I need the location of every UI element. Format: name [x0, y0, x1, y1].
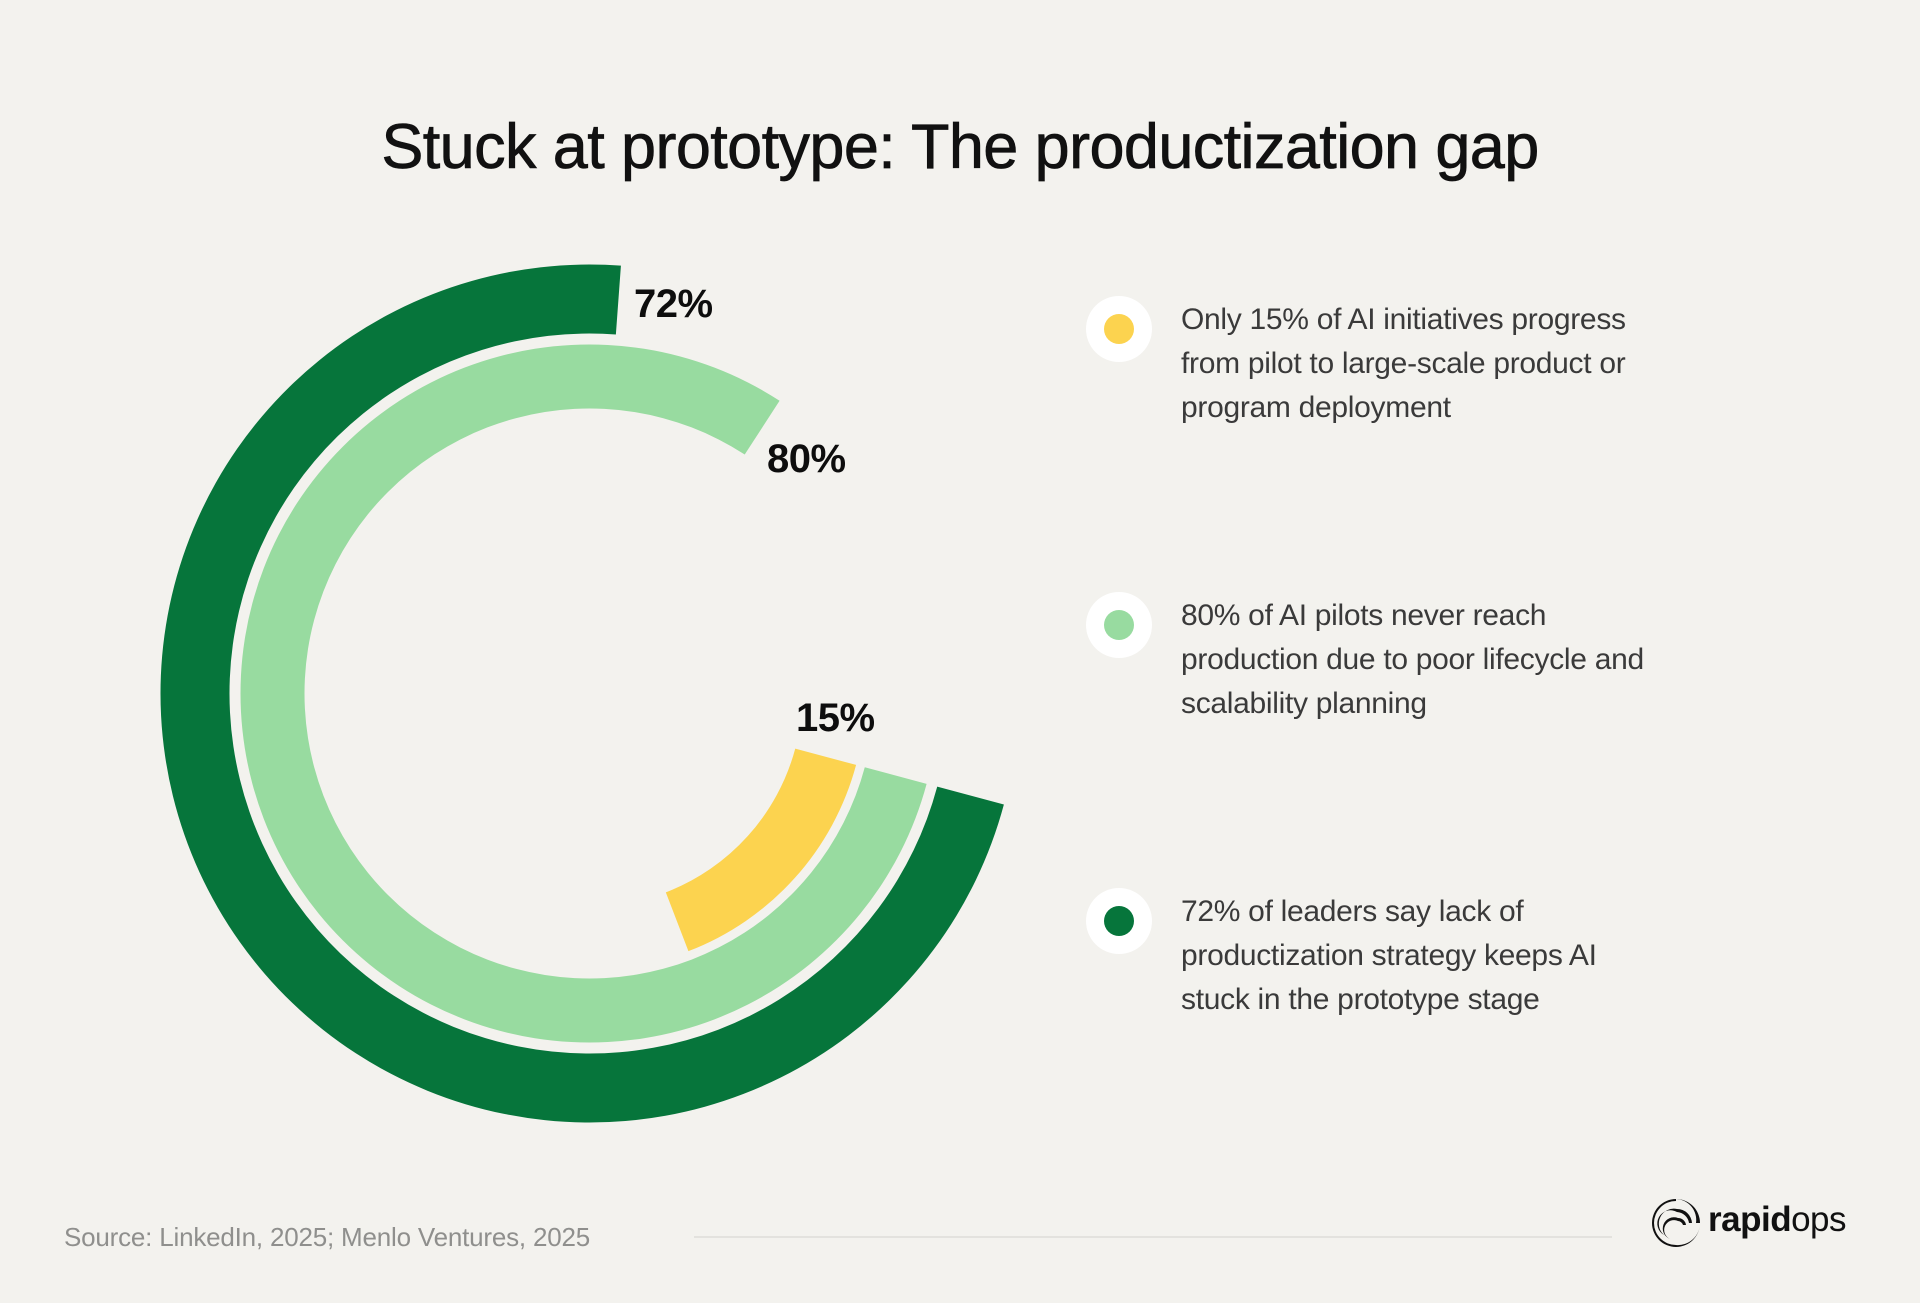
rapidops-wordmark: rapidops — [1708, 1200, 1847, 1240]
chart-title: Stuck at prototype: The productization g… — [381, 112, 1540, 183]
legend-line: 80% of AI pilots never reach — [1181, 599, 1547, 632]
legend-text: Only 15% of AI initiatives progress from… — [1181, 298, 1626, 430]
footer-divider — [694, 1236, 1612, 1238]
yellow-dot-icon — [1104, 314, 1134, 344]
legend-item-72: 72% of leaders say lack of productizatio… — [1086, 888, 1806, 1028]
dark-green-dot-icon — [1104, 906, 1134, 936]
rapidops-logo-icon — [1652, 1199, 1701, 1247]
legend-line: scalability planning — [1181, 687, 1427, 720]
legend-badge — [1086, 592, 1152, 658]
data-label-72: 72% — [634, 282, 713, 326]
legend-text: 72% of leaders say lack of productizatio… — [1181, 890, 1597, 1022]
logo-text-bold: rapid — [1708, 1200, 1792, 1239]
rapidops-logo: rapidops — [1650, 1196, 1870, 1250]
data-label-15: 15% — [796, 696, 875, 740]
legend-badge — [1086, 296, 1152, 362]
legend-item-15: Only 15% of AI initiatives progress from… — [1086, 296, 1806, 436]
legend-line: program deployment — [1181, 391, 1451, 424]
arc-15-initiatives — [665, 748, 857, 952]
legend-line: Only 15% of AI initiatives progress — [1181, 303, 1626, 336]
source-note: Source: LinkedIn, 2025; Menlo Ventures, … — [64, 1222, 591, 1252]
logo-text-light: ops — [1791, 1200, 1847, 1239]
legend-text: 80% of AI pilots never reach production … — [1181, 594, 1644, 726]
data-label-80: 80% — [767, 437, 846, 481]
legend-line: 72% of leaders say lack of — [1181, 895, 1524, 928]
legend-badge — [1086, 888, 1152, 954]
legend-line: productization strategy keeps AI — [1181, 939, 1597, 972]
legend-line: production due to poor lifecycle and — [1181, 643, 1644, 676]
legend-line: stuck in the prototype stage — [1181, 983, 1540, 1016]
legend-item-80: 80% of AI pilots never reach production … — [1086, 592, 1806, 732]
light-green-dot-icon — [1104, 610, 1134, 640]
legend-line: from pilot to large-scale product or — [1181, 347, 1626, 380]
